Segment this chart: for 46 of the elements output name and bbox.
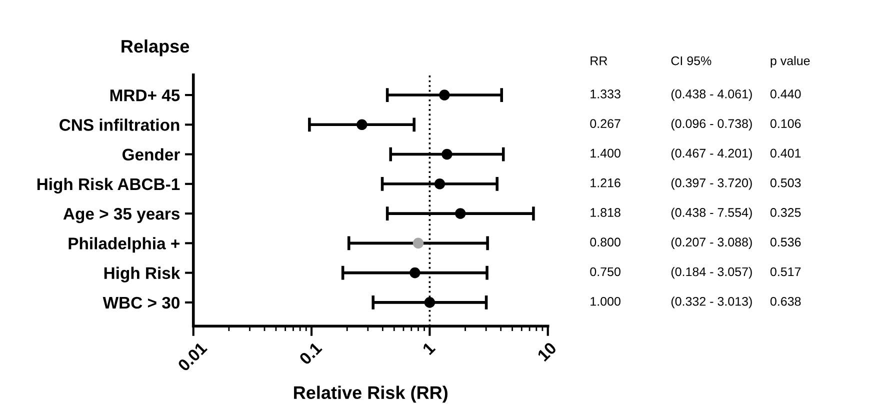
text: (0.184 - 3.057) [671, 266, 752, 279]
text: 0.536 [770, 238, 801, 247]
point [434, 178, 446, 190]
text: (0.467 - 4.201) [671, 148, 752, 160]
text: 0.106 [770, 119, 801, 128]
text: (0.438 - 7.554) [671, 208, 752, 220]
y-tick-label: MRD+ 45 [110, 90, 180, 102]
text: (0.096 - 0.738) [671, 118, 752, 130]
x-tick-label: 0.1 [298, 341, 323, 366]
text: RR [590, 56, 608, 66]
text: CI 95% [671, 56, 712, 66]
text: (0.438 - 4.061) [671, 89, 752, 101]
data-label: 1.000 [590, 296, 620, 306]
text: p value [770, 56, 810, 68]
point [412, 238, 424, 249]
text: (0.332 - 3.013) [671, 296, 752, 308]
point [410, 267, 420, 278]
data-label: 0.800 [590, 238, 620, 247]
text: 0.401 [770, 148, 801, 158]
x-tick-label: 0.01 [177, 341, 208, 372]
y-tick-label: Philadelphia + [68, 237, 180, 253]
y-tick-label: High Risk [104, 266, 180, 282]
data-label: 1.818 [590, 208, 620, 217]
data-label: 0.267 [590, 119, 620, 128]
data-label: 0.750 [590, 267, 620, 276]
text: (0.397 - 3.720) [671, 178, 752, 190]
chart-title: Relapse [122, 39, 190, 56]
text: 0.517 [770, 267, 801, 276]
text: 0.440 [770, 90, 801, 98]
data-label: 1.400 [590, 148, 620, 158]
text: 0.325 [770, 208, 801, 217]
data-label: 1.216 [590, 178, 620, 188]
y-tick-label: Gender [122, 148, 180, 160]
y-tick-label: WBC > 30 [102, 296, 180, 309]
data-label: 1.333 [590, 90, 620, 98]
x-tick-label: 10 [536, 342, 558, 362]
point [442, 148, 452, 160]
point [439, 90, 450, 100]
y-tick-label: Age > 35 years [63, 208, 180, 224]
y-tick-label: High Risk ABCB-1 [37, 178, 180, 194]
text: 0.503 [770, 178, 801, 188]
text: 0.638 [770, 296, 801, 306]
x-tick-label: 1 [422, 341, 436, 356]
x-axis-title: Relative Risk (RR) [294, 386, 448, 403]
y-tick-label: CNS infiltration [60, 118, 180, 131]
text: (0.207 - 3.088) [671, 237, 752, 249]
